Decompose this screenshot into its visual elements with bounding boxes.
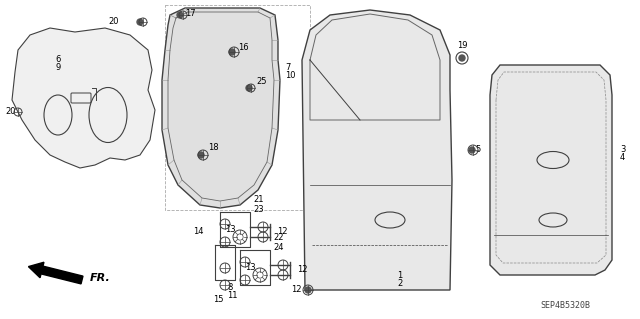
Text: 10: 10 (285, 71, 296, 80)
Polygon shape (162, 8, 280, 208)
Text: 2: 2 (397, 278, 403, 287)
Text: 12: 12 (297, 265, 307, 275)
Circle shape (246, 85, 252, 91)
Text: 5: 5 (475, 145, 480, 154)
Text: 13: 13 (225, 226, 236, 234)
Text: FR.: FR. (90, 273, 111, 283)
Text: 17: 17 (185, 10, 196, 19)
Circle shape (459, 55, 465, 61)
Text: 20: 20 (108, 18, 118, 26)
Text: 23: 23 (253, 205, 264, 214)
FancyArrow shape (28, 262, 83, 284)
Text: 12: 12 (277, 227, 287, 236)
Text: 25: 25 (256, 78, 266, 86)
Text: 6: 6 (55, 56, 60, 64)
Circle shape (229, 49, 235, 55)
Circle shape (177, 12, 183, 18)
Text: 22: 22 (273, 234, 284, 242)
Text: 21: 21 (253, 196, 264, 204)
Text: 13: 13 (245, 263, 255, 272)
Text: 15: 15 (213, 295, 223, 305)
Text: 4: 4 (620, 153, 625, 162)
Polygon shape (12, 28, 155, 168)
Text: 16: 16 (238, 43, 248, 53)
Text: 3: 3 (620, 145, 625, 154)
Text: 19: 19 (457, 41, 467, 49)
Circle shape (469, 147, 475, 153)
Text: 1: 1 (397, 271, 403, 279)
Polygon shape (490, 65, 612, 275)
Circle shape (305, 287, 311, 293)
Polygon shape (302, 10, 452, 290)
Text: 18: 18 (208, 144, 219, 152)
Text: 7: 7 (285, 63, 291, 72)
Text: 11: 11 (227, 292, 237, 300)
Text: 12: 12 (291, 286, 302, 294)
Text: 8: 8 (227, 284, 232, 293)
Circle shape (137, 19, 143, 25)
Circle shape (198, 152, 204, 158)
Text: SEP4B5320B: SEP4B5320B (540, 300, 590, 309)
Text: 24: 24 (273, 243, 284, 253)
Text: 14: 14 (193, 227, 204, 236)
Text: 20: 20 (5, 108, 15, 116)
Text: 9: 9 (55, 63, 60, 72)
